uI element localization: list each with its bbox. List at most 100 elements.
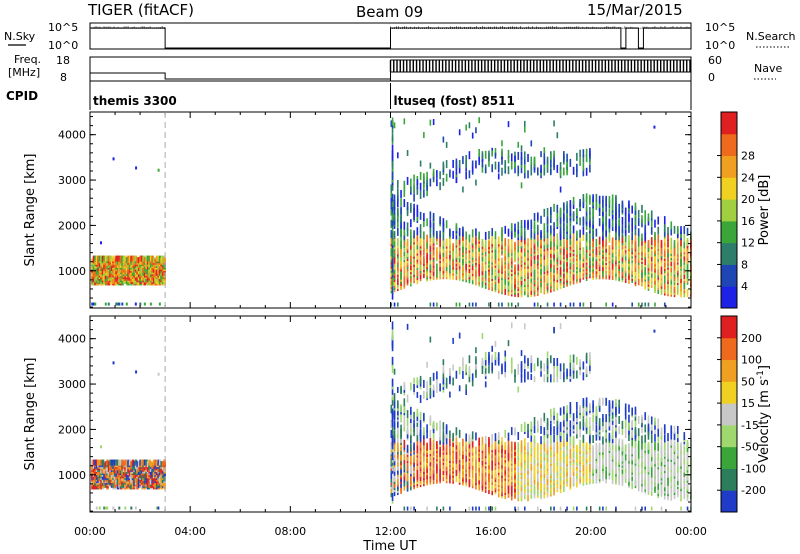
data-cell (533, 259, 536, 268)
data-cell (400, 428, 402, 437)
data-cell (131, 472, 135, 479)
data-cell (488, 477, 490, 486)
data-cell (657, 259, 660, 268)
data-cell (400, 198, 402, 207)
data-cell (107, 472, 111, 479)
data-cell (484, 506, 487, 511)
data-cell (559, 476, 562, 485)
data-cell (566, 437, 568, 446)
data-cell (152, 277, 156, 284)
data-cell (670, 264, 673, 273)
data-cell (143, 464, 147, 471)
data-cell (566, 411, 568, 420)
data-cell (507, 228, 510, 237)
data-cell (530, 140, 533, 147)
data-cell (602, 232, 604, 241)
data-cell (429, 252, 432, 261)
data-cell (152, 261, 156, 268)
nsearch-label: N.Search (746, 30, 796, 43)
data-cell (576, 236, 578, 245)
data-cell (136, 257, 139, 264)
data-cell (403, 180, 406, 189)
data-cell (536, 453, 539, 462)
data-cell (109, 459, 112, 466)
data-cell (109, 255, 112, 262)
data-cell (458, 474, 461, 483)
data-cell (650, 218, 653, 227)
data-cell (550, 249, 552, 258)
data-cell (397, 425, 399, 434)
data-cell (569, 226, 572, 235)
data-cell (429, 244, 432, 253)
data-cell (436, 263, 438, 272)
data-cell (403, 221, 406, 230)
data-cell (436, 471, 438, 480)
data-cell (540, 151, 542, 158)
data-cell (128, 266, 132, 273)
data-cell (432, 212, 435, 221)
data-cell (155, 461, 159, 468)
data-cell (543, 237, 546, 246)
data-cell (510, 229, 513, 238)
data-cell (491, 228, 494, 237)
data-cell (468, 355, 471, 364)
data-cell (550, 480, 552, 489)
data-cell (536, 442, 539, 451)
data-cell (140, 467, 144, 474)
data-cell (579, 217, 581, 226)
data-cell (683, 260, 686, 269)
data-cell (488, 239, 490, 248)
data-cell (553, 506, 555, 511)
freq-strip: Freq. [MHz] 18 8 60 0 Nave (8, 53, 782, 84)
data-cell (400, 483, 402, 492)
data-cell (157, 472, 160, 479)
data-cell (104, 461, 108, 468)
data-cell (559, 458, 562, 467)
data-cell (423, 441, 425, 450)
data-cell (121, 255, 124, 262)
data-cell (543, 257, 546, 266)
data-cell (527, 238, 529, 247)
data-cell (602, 228, 604, 237)
data-cell (475, 179, 477, 186)
data-cell (660, 258, 663, 267)
data-cell (563, 410, 565, 419)
data-cell (152, 257, 156, 264)
data-cell (546, 230, 549, 239)
data-cell (676, 240, 679, 249)
data-cell (439, 259, 441, 268)
data-cell (585, 207, 588, 216)
data-cell (390, 219, 393, 228)
data-cell (553, 442, 555, 451)
data-cell (523, 438, 526, 447)
data-cell (468, 242, 471, 251)
data-cell (576, 214, 578, 223)
data-cell (595, 238, 598, 247)
data-cell (624, 207, 627, 216)
data-cell (497, 236, 500, 245)
data-cell (589, 217, 591, 226)
data-cell (410, 202, 412, 211)
data-cell (475, 160, 477, 169)
data-cell (550, 169, 552, 176)
data-cell (553, 120, 555, 127)
data-cell (628, 247, 630, 256)
data-cell (393, 473, 396, 482)
data-cell (442, 248, 445, 257)
data-cell (413, 267, 415, 276)
data-cell (106, 263, 109, 270)
data-cell (100, 255, 103, 262)
data-cell (436, 170, 438, 179)
data-cell (553, 159, 555, 168)
data-cell (553, 265, 555, 274)
data-cell (397, 419, 399, 428)
data-cell (106, 506, 109, 510)
data-cell (556, 412, 559, 421)
data-cell (520, 483, 523, 492)
data-cell (103, 480, 106, 487)
data-cell (452, 159, 454, 168)
data-cell (390, 184, 393, 193)
data-cell (390, 207, 393, 216)
data-cell (592, 228, 594, 237)
data-cell (419, 419, 422, 428)
